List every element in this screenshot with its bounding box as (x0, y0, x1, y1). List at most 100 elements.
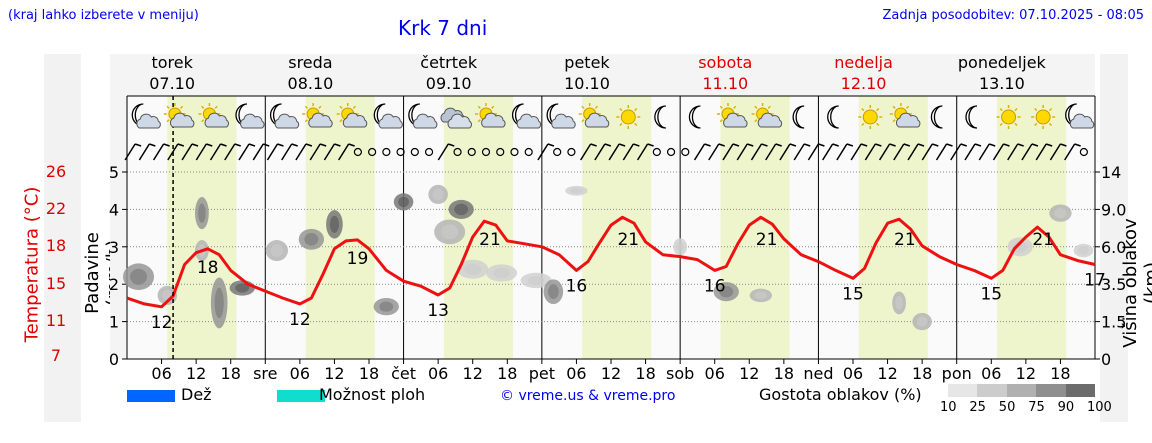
cloud-density-core (570, 187, 583, 194)
cloud-density-core (270, 244, 283, 257)
wind-barb-icon (537, 143, 549, 161)
wind-barb-icon (209, 143, 222, 161)
wind-barb-flag (846, 143, 854, 147)
x-tick-label: sob (666, 364, 694, 383)
wind-calm-icon (396, 147, 405, 157)
moon-cloud-icon (512, 103, 542, 129)
wind-barb-flag (134, 143, 142, 147)
wind-barb-icon (124, 143, 136, 161)
left-axis-panel (44, 54, 81, 422)
sun-icon (858, 105, 883, 129)
wind-barb-flag (277, 143, 284, 147)
wind-barb-icon (779, 143, 791, 161)
temperature-tick-label: 15 (45, 274, 67, 293)
temperature-label: 21 (617, 230, 639, 250)
legend-showers-swatch (277, 390, 325, 402)
wind-calm-icon (567, 147, 576, 157)
wind-barb-icon (437, 143, 449, 161)
wind-barb-icon (266, 143, 279, 161)
wind-barb-icon (722, 143, 734, 161)
x-tick-label: 06 (566, 364, 586, 383)
temperature-label: 15 (980, 284, 1002, 304)
temperature-label: 12 (151, 313, 173, 333)
wind-barb-flag (1003, 143, 1010, 147)
wind-barb-icon (921, 143, 933, 161)
copyright-link[interactable]: © vreme.us & vreme.pro (500, 388, 676, 404)
wind-barb-flag (1045, 143, 1053, 147)
sun-cloud-icon (889, 103, 921, 128)
x-tick-label: 12 (601, 364, 621, 383)
wind-barb-flag (761, 143, 768, 147)
wind-barb-icon (992, 143, 1005, 161)
x-tick-label: 12 (186, 364, 206, 383)
wind-barb-icon (622, 143, 634, 161)
wind-barb-icon (978, 143, 990, 161)
x-tick-label: pet (529, 364, 555, 383)
x-tick-label: 12 (739, 364, 759, 383)
day-date: 13.10 (978, 74, 1025, 93)
x-tick-label: 18 (774, 364, 794, 383)
wind-calm-icon (368, 147, 377, 157)
wind-barb-flag (618, 143, 626, 147)
location-note: (kraj lahko izberete v meniju) (8, 8, 199, 23)
x-tick-label: 18 (497, 364, 517, 383)
wind-barb-flag (932, 143, 939, 147)
cloud-density-core (754, 291, 767, 300)
wind-barb-icon (238, 143, 250, 161)
x-tick-label: 18 (359, 364, 379, 383)
y-tick-label: 3 (109, 238, 119, 257)
legend-rain-swatch (127, 390, 175, 402)
cloud-density-core (214, 287, 224, 319)
wind-barb-flag (946, 143, 953, 147)
density-step (948, 384, 978, 397)
wind-barb-flag (1017, 143, 1024, 147)
cloud-density-core (379, 301, 394, 312)
temperature-label: 16 (704, 276, 726, 296)
day-date: 12.10 (840, 74, 887, 93)
day-name: sobota (698, 53, 753, 72)
last-update: Zadnja posodobitev: 07.10.2025 - 08:05 (882, 8, 1144, 23)
wind-barb-flag (348, 143, 355, 147)
daylight-band (582, 96, 652, 359)
y-tick-label: 2 (109, 275, 119, 294)
wind-barb-icon (138, 143, 150, 161)
temperature-label: 21 (756, 230, 778, 250)
wind-barb-icon (152, 143, 165, 161)
temperature-tick-label: 22 (45, 199, 67, 218)
wind-barb-flag (604, 143, 612, 147)
wind-barb-icon (181, 143, 193, 161)
density-step-label: 25 (969, 400, 986, 415)
wind-calm-icon (424, 147, 434, 157)
sun-icon (1031, 105, 1056, 129)
cloud-density-core (464, 263, 482, 275)
wind-barb-flag (220, 143, 227, 147)
density-step (1065, 384, 1095, 397)
wind-calm-icon (553, 147, 562, 157)
cloud-density-label: Gostota oblakov (%) (759, 385, 922, 404)
moon-cloud-icon (1065, 103, 1095, 129)
daylight-band (997, 96, 1067, 359)
cloud-density-core (1078, 246, 1089, 255)
cloud-density-core (916, 316, 928, 327)
cloud-density-core (198, 203, 206, 223)
x-tick-label: 18 (912, 364, 932, 383)
x-tick-label: 06 (428, 364, 448, 383)
wind-barb-flag (547, 143, 555, 147)
cloud-density-core (432, 188, 444, 201)
wind-barb-icon (338, 143, 350, 161)
wind-barb-flag (1031, 143, 1039, 147)
wind-calm-icon (510, 147, 519, 157)
wind-barb-flag (291, 143, 298, 147)
wind-barb-flag (633, 143, 640, 147)
density-step-label: 50 (998, 400, 1016, 415)
moon-cloud-icon (546, 103, 576, 129)
cloud-density-core (527, 275, 545, 286)
wind-barb-flag (832, 143, 839, 147)
wind-barb-icon (864, 143, 876, 161)
y3-tick-label: 1.5 (1101, 313, 1126, 332)
day-name: sreda (288, 53, 333, 72)
y3-tick-label: 14 (1101, 163, 1121, 182)
sun-cloud-icon (578, 103, 610, 128)
y-tick-label: 5 (109, 163, 119, 182)
